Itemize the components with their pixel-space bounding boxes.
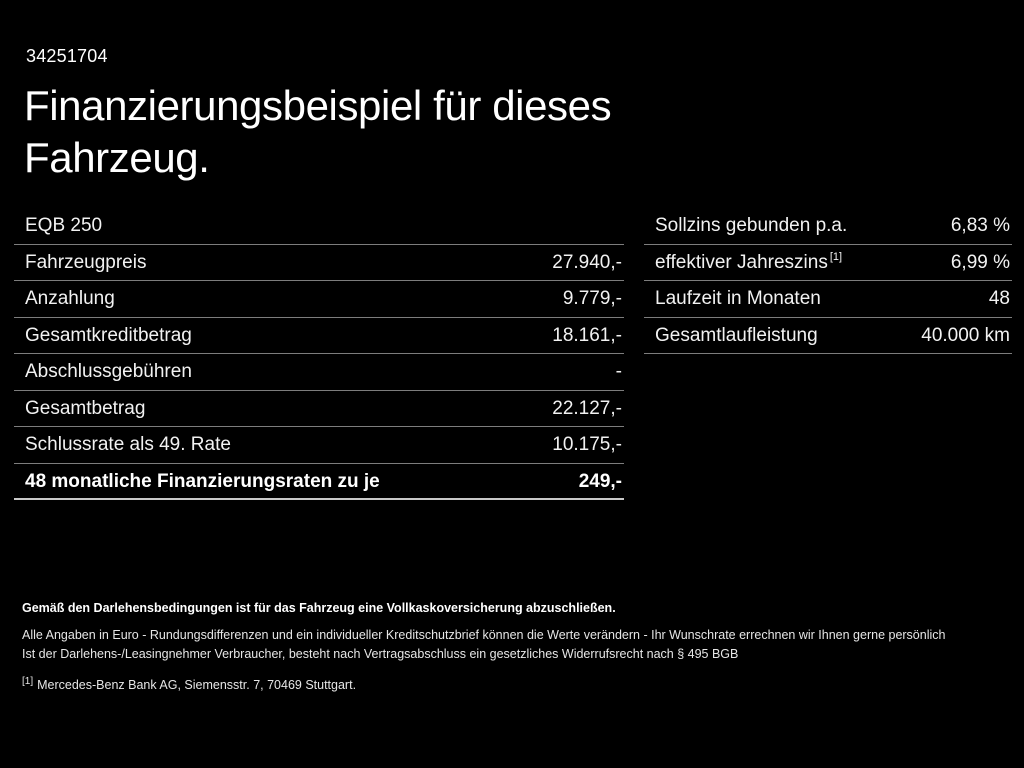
row-value: 10.175,- (552, 434, 622, 455)
row-label: Gesamtkreditbetrag (25, 324, 192, 346)
footnote-marker-icon: [1] (829, 251, 843, 264)
document-id: 34251704 (26, 46, 108, 66)
row-label: effektiver Jahreszins [1] (655, 245, 842, 281)
page-title-line-1: Finanzierungsbeispiel für dieses (24, 82, 612, 129)
model-name: EQB 250 (25, 215, 103, 236)
page-title: Finanzierungsbeispiel für dieses Fahrzeu… (24, 80, 744, 184)
table-row: Anzahlung 9.779,- (14, 281, 624, 318)
table-row-monthly-rate: 48 monatliche Finanzierungsraten zu je 2… (14, 464, 624, 500)
row-label-text: Laufzeit in Monaten (655, 288, 821, 309)
row-label: Abschlussgebühren (25, 361, 192, 382)
row-value: 40.000 km (921, 324, 1010, 346)
footnote-marker-icon: [1] (22, 675, 34, 687)
row-label: Sollzins gebunden p.a. (655, 208, 847, 244)
row-label-text: Sollzins gebunden p.a. (655, 215, 848, 236)
table-row: Abschlussgebühren - (14, 354, 624, 391)
table-row: Schlussrate als 49. Rate 10.175,- (14, 427, 624, 464)
footnote-source-text: Mercedes-Benz Bank AG, Siemensstr. 7, 70… (37, 678, 357, 692)
row-label: Laufzeit in Monaten (655, 281, 821, 317)
footnote-line-2: Ist der Darlehens-/Leasingnehmer Verbrau… (22, 647, 739, 661)
table-row: Gesamtbetrag 22.127,- (14, 391, 624, 427)
row-value: 9.779,- (562, 288, 622, 309)
footnote-source: [1] Mercedes-Benz Bank AG, Siemensstr. 7,… (22, 675, 1012, 694)
table-row: Gesamtlaufleistung 40.000 km (644, 318, 1012, 354)
row-value: 48 (988, 288, 1010, 309)
row-label: Schlussrate als 49. Rate (25, 434, 231, 455)
financing-table-left: EQB 250 Fahrzeugpreis 27.940,- Anzahlung… (14, 208, 624, 500)
row-label-text: Gesamtlaufleistung (655, 324, 818, 346)
insurance-notice: Gemäß den Darlehensbedingungen ist für d… (22, 601, 616, 615)
row-value: 27.940,- (552, 251, 622, 273)
table-row: Gesamtkreditbetrag 18.161,- (14, 318, 624, 354)
row-value: 22.127,- (552, 397, 622, 419)
row-value: 18.161,- (552, 324, 622, 346)
monthly-rate-value: 249,- (578, 470, 622, 492)
row-label: Gesamtbetrag (25, 397, 146, 419)
row-value: 6,99 % (950, 251, 1010, 273)
footnotes-block: Gemäß den Darlehensbedingungen ist für d… (22, 600, 1012, 694)
monthly-rate-label: 48 monatliche Finanzierungsraten zu je (25, 470, 380, 492)
table-row: Laufzeit in Monaten 48 (644, 281, 1012, 318)
page-title-line-2: Fahrzeug. (24, 134, 210, 181)
row-label: Gesamtlaufleistung (655, 318, 818, 354)
row-value: 6,83 % (950, 215, 1010, 236)
row-value: - (615, 361, 622, 382)
table-row: Fahrzeugpreis 27.940,- (14, 245, 624, 281)
financing-table-right: Sollzins gebunden p.a. 6,83 % effektiver… (644, 208, 1012, 354)
table-row-model-header: EQB 250 (14, 208, 624, 245)
table-row: Sollzins gebunden p.a. 6,83 % (644, 208, 1012, 245)
row-label-text: effektiver Jahreszins (655, 251, 828, 273)
row-label: Fahrzeugpreis (25, 251, 147, 273)
footnote-line-1: Alle Angaben in Euro - Rundungsdifferenz… (22, 628, 946, 642)
table-row: effektiver Jahreszins [1] 6,99 % (644, 245, 1012, 281)
row-label: Anzahlung (25, 288, 115, 309)
